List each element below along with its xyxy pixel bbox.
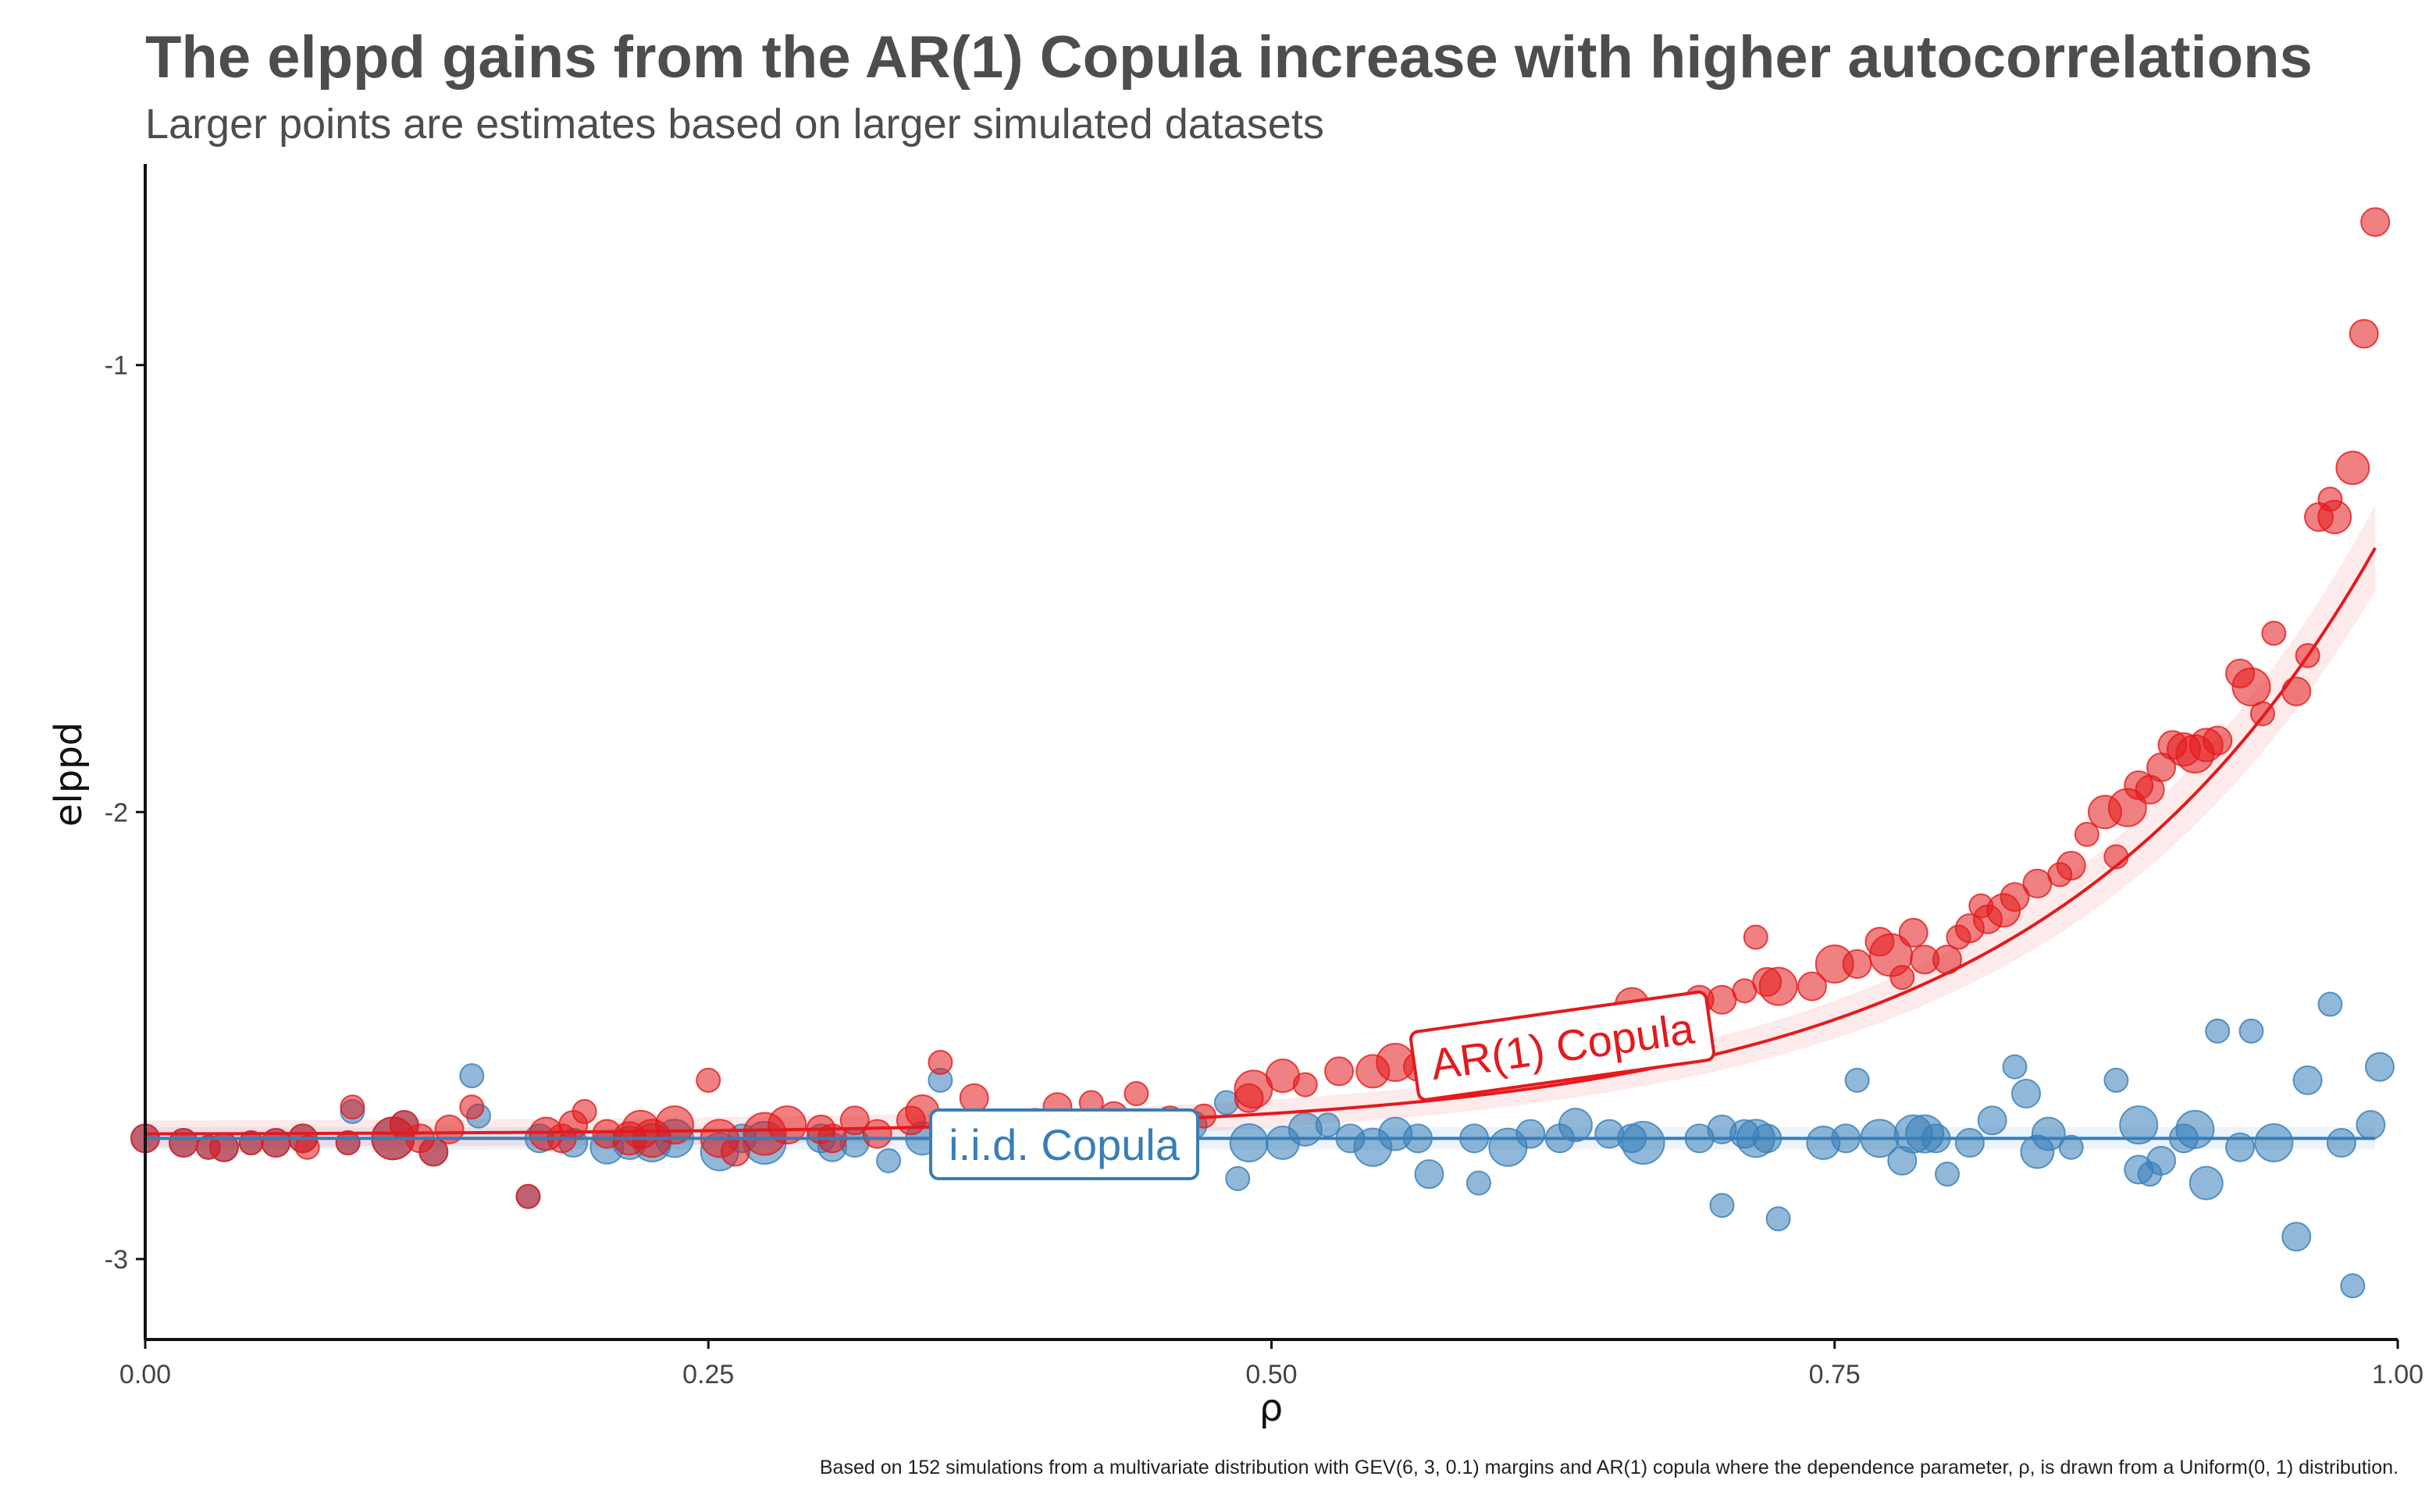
data-point [572, 1098, 597, 1124]
x-tick-label: 0.75 [1809, 1360, 1861, 1389]
data-point [340, 1094, 365, 1120]
data-point [696, 1067, 721, 1093]
data-point [862, 1119, 892, 1149]
data-point [2231, 667, 2271, 706]
data-point [1466, 1170, 1491, 1196]
y-tick-label: -1 [105, 351, 128, 381]
data-point [515, 1183, 541, 1209]
data-point [959, 1083, 989, 1113]
data-point [1124, 1081, 1149, 1107]
x-tick-label: 1.00 [2372, 1360, 2424, 1389]
data-point [767, 1105, 807, 1145]
data-point [2326, 1128, 2356, 1158]
data-point [2058, 1134, 2084, 1160]
data-point [1292, 1072, 1318, 1098]
confidence-band [145, 505, 2376, 1147]
data-point [1515, 1119, 1546, 1149]
data-point [1842, 948, 1872, 979]
chart-subtitle: Larger points are estimates based on lar… [145, 101, 1324, 148]
data-point [1324, 1056, 1355, 1087]
data-point [2188, 1165, 2224, 1201]
x-ticks: 0.00 0.25 0.50 0.75 1.00 [119, 1339, 2424, 1389]
data-point [2119, 1105, 2159, 1145]
iid-copula-label: i.i.d. Copula [929, 1108, 1199, 1180]
data-point [2281, 676, 2312, 706]
x-tick-label: 0.50 [1245, 1360, 1297, 1389]
data-point [2022, 868, 2053, 898]
data-point [1898, 917, 1928, 948]
data-point [2317, 991, 2343, 1017]
data-point [2225, 1132, 2256, 1162]
data-point [2349, 318, 2379, 349]
x-tick-label: 0.00 [119, 1360, 171, 1389]
y-ticks: -1 -2 -3 [105, 351, 145, 1275]
data-point [2002, 1054, 2028, 1080]
data-point [1621, 1121, 1665, 1165]
chart-caption: Based on 152 simulations from a multivar… [819, 1457, 2399, 1478]
data-point [1414, 1159, 1444, 1190]
data-point [2335, 450, 2370, 486]
data-point [2281, 1222, 2312, 1252]
data-point [459, 1094, 485, 1120]
data-point [2340, 1273, 2366, 1299]
data-point [2103, 1067, 2129, 1093]
data-point [2000, 882, 2030, 913]
data-point [2205, 1018, 2231, 1044]
data-point [1758, 966, 1798, 1006]
data-point [2254, 1123, 2294, 1163]
data-point [2364, 1051, 2395, 1082]
data-point [2292, 1065, 2323, 1095]
x-axis-label: ρ [1259, 1386, 1283, 1430]
data-point [1707, 984, 1737, 1015]
data-point [1229, 1123, 1269, 1163]
data-point [1743, 924, 1768, 950]
ar1-points [130, 207, 2391, 1209]
fit-lines [144, 547, 2377, 1140]
data-point [1765, 1206, 1791, 1232]
data-point [2356, 1110, 2386, 1140]
data-point [654, 1105, 694, 1145]
data-point [2238, 1018, 2264, 1044]
data-point [1935, 1162, 1960, 1187]
data-point [1954, 1128, 1985, 1158]
data-point [1709, 1193, 1735, 1218]
data-point [2203, 725, 2233, 756]
chart-title: The elppd gains from the AR(1) Copula in… [145, 24, 2313, 91]
data-point [2175, 1109, 2215, 1149]
data-point [434, 1114, 465, 1144]
x-tick-label: 0.25 [682, 1360, 734, 1389]
data-point [2317, 500, 2352, 535]
data-point [1889, 965, 1915, 991]
data-point [459, 1063, 485, 1089]
data-point [2261, 621, 2287, 646]
data-point [2010, 1079, 2041, 1109]
data-point [1797, 971, 1827, 1001]
fit-line [144, 547, 2377, 1136]
data-point [2074, 821, 2099, 847]
data-point [2146, 1145, 2177, 1176]
data-point [294, 1134, 320, 1160]
data-point [2056, 851, 2086, 881]
data-point [876, 1147, 902, 1173]
data-point [1558, 1108, 1593, 1143]
data-point [928, 1049, 953, 1075]
data-point [2360, 207, 2391, 237]
data-point [1315, 1112, 1341, 1138]
fit-confidence-bands [145, 505, 2376, 1150]
data-point [1977, 1105, 2007, 1136]
y-tick-label: -2 [105, 798, 128, 827]
y-tick-label: -3 [105, 1245, 128, 1275]
data-point [1225, 1165, 1251, 1191]
iid-copula-label-text: i.i.d. Copula [949, 1120, 1181, 1169]
data-point [1844, 1067, 1870, 1093]
data-point [2031, 1116, 2066, 1151]
y-axis-label: elppd [47, 722, 91, 827]
